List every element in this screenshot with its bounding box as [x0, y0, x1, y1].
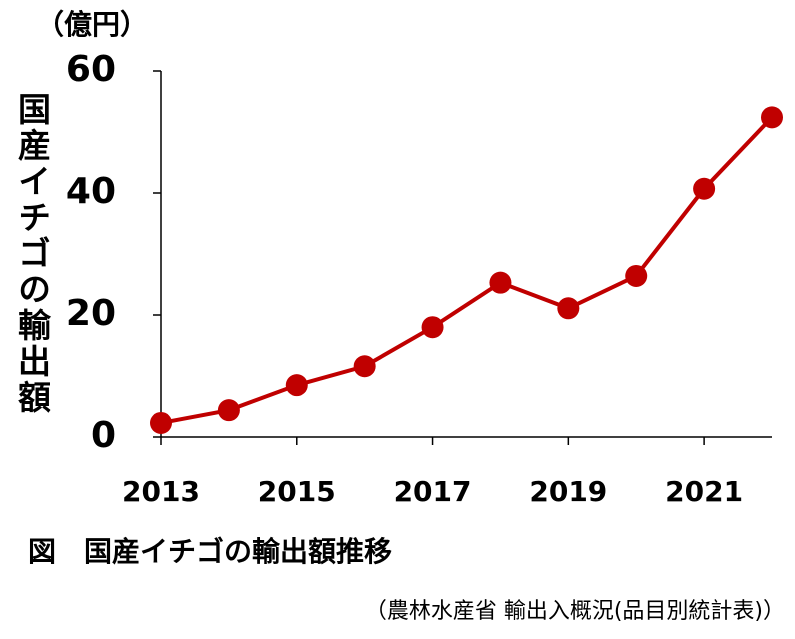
data-point	[285, 374, 308, 397]
data-point	[489, 271, 512, 294]
y-axis-label: 国産イチゴの輸出額	[13, 92, 52, 416]
data-point	[761, 106, 783, 129]
data-point	[557, 297, 580, 320]
y-tick-label: 60	[66, 49, 116, 90]
data-point	[150, 411, 172, 434]
data-point	[353, 355, 376, 378]
unit-label: （億円）	[36, 8, 148, 41]
data-point	[693, 177, 716, 200]
x-tick-label: 2013	[122, 475, 200, 508]
data-point	[421, 316, 444, 339]
x-tick-label: 2021	[665, 475, 743, 508]
source: （農林水産省 輸出入概況(品目別統計表)）	[365, 599, 785, 624]
data-point	[217, 399, 240, 422]
x-tick-label: 2017	[394, 475, 472, 508]
data-point	[625, 264, 648, 287]
x-tick-label: 2019	[529, 475, 607, 508]
y-tick-label: 40	[66, 171, 116, 212]
caption: 図 国産イチゴの輸出額推移	[28, 535, 392, 568]
series-line	[160, 115, 774, 425]
y-tick-label: 20	[66, 293, 116, 334]
x-tick-label: 2015	[258, 475, 336, 508]
y-tick-label: 0	[91, 415, 116, 456]
